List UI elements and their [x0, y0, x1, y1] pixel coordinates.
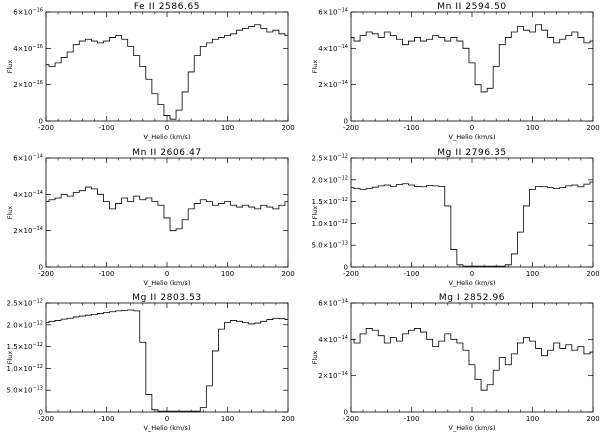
y-axis-label: Flux [6, 206, 14, 220]
y-axis-label: Flux [311, 60, 319, 74]
chart-title: Mg II 2796.35 [437, 148, 507, 158]
x-tick-label: -200 [343, 124, 359, 132]
x-tick-label: 0 [165, 415, 169, 423]
x-tick-label: -100 [99, 415, 115, 423]
y-tick-label: 0 [344, 264, 348, 272]
plot-frame [45, 11, 289, 122]
y-tick-label: 2.5×10−12 [312, 154, 348, 163]
x-tick-label: -100 [99, 124, 115, 132]
y-tick-label: 2.0×10−12 [7, 320, 43, 329]
spectrum-series-line [46, 24, 288, 120]
x-axis-label: V_Helio (km/s) [449, 279, 496, 287]
y-tick-label: 0 [39, 118, 43, 126]
y-tick-label: 6×10−14 [13, 154, 43, 163]
chart-title: Mg I 2852.96 [439, 293, 505, 303]
y-tick-label: 6×10−14 [318, 299, 348, 308]
spectrum-series-line [351, 24, 593, 93]
y-tick-label: 1.5×10−12 [7, 342, 43, 351]
x-tick-label: 100 [221, 415, 234, 423]
x-tick-label: -200 [343, 270, 359, 278]
x-tick-label: 100 [526, 415, 539, 423]
spectrum-series-line [351, 328, 593, 391]
y-tick-label: 0 [39, 264, 43, 272]
chart-title: Fe II 2586.65 [134, 2, 200, 12]
x-tick-label: 200 [281, 270, 294, 278]
chart-title: Mn II 2594.50 [437, 2, 507, 12]
y-tick-label: 5.0×10−13 [7, 386, 43, 395]
x-tick-label: -100 [404, 124, 420, 132]
plot-frame [45, 157, 289, 268]
x-tick-label: 200 [586, 415, 599, 423]
x-tick-label: -200 [343, 415, 359, 423]
chart-panel-3: Mn II 2606.47 -200 -100 0 100 200 0 2×10−14 4×10… [6, 148, 295, 287]
y-tick-label: 2×10−14 [13, 226, 43, 235]
x-tick-label: 200 [586, 124, 599, 132]
x-tick-label: 0 [165, 124, 169, 132]
x-tick-label: -200 [38, 124, 54, 132]
y-tick-label: 2×10−14 [318, 80, 348, 89]
y-tick-label: 1.0×10−12 [7, 364, 43, 373]
y-tick-label: 6×10−14 [318, 8, 348, 17]
chart-panel-6: Mg I 2852.96 -200 -100 0 100 200 0 2×10−14 4×10−… [311, 293, 600, 432]
x-axis-label: V_Helio (km/s) [144, 279, 191, 287]
spectrum-series-line [46, 309, 288, 412]
chart-title: Mn II 2606.47 [132, 148, 202, 158]
x-tick-label: -100 [99, 270, 115, 278]
x-axis-label: V_Helio (km/s) [449, 133, 496, 141]
y-tick-label: 0 [39, 409, 43, 417]
chart-title: Mg II 2803.53 [132, 293, 202, 303]
plot-frame [45, 302, 289, 413]
y-tick-label: 2.0×10−12 [312, 175, 348, 184]
y-axis-label: Flux [6, 60, 14, 74]
plot-frame [350, 157, 594, 268]
x-tick-label: 0 [470, 124, 474, 132]
chart-panel-5: Mg II 2803.53 -200 -100 0 100 200 0 5.0×10−13 1.… [6, 293, 295, 432]
plot-frame [350, 302, 594, 413]
x-tick-label: 0 [470, 415, 474, 423]
y-tick-label: 6×10−16 [13, 8, 43, 17]
x-tick-label: -200 [38, 415, 54, 423]
x-tick-label: 0 [165, 270, 169, 278]
x-axis-label: V_Helio (km/s) [449, 424, 496, 432]
x-tick-label: 100 [221, 270, 234, 278]
x-axis-label: V_Helio (km/s) [144, 424, 191, 432]
x-tick-label: 200 [281, 415, 294, 423]
y-tick-label: 1.5×10−12 [312, 197, 348, 206]
spectrum-series-line [351, 181, 593, 267]
y-tick-label: 0 [344, 118, 348, 126]
chart-panel-4: Mg II 2796.35 -200 -100 0 100 200 0 5.0×10−13 1.… [311, 148, 600, 287]
y-tick-label: 4×10−14 [318, 44, 348, 53]
y-tick-label: 0 [344, 409, 348, 417]
spectrum-series-line [46, 186, 288, 232]
x-tick-label: 200 [281, 124, 294, 132]
y-tick-label: 2×10−16 [13, 80, 43, 89]
x-tick-label: 0 [470, 270, 474, 278]
y-tick-label: 5.0×10−13 [312, 241, 348, 250]
y-axis-label: Flux [311, 351, 319, 365]
y-tick-label: 4×10−14 [13, 190, 43, 199]
y-tick-label: 2×10−14 [318, 371, 348, 380]
x-axis-label: V_Helio (km/s) [144, 133, 191, 141]
x-tick-label: -200 [38, 270, 54, 278]
y-tick-label: 2.5×10−12 [7, 299, 43, 308]
plot-frame [350, 11, 594, 122]
y-axis-label: Flux [311, 206, 319, 220]
y-tick-label: 4×10−16 [13, 44, 43, 53]
x-tick-label: -100 [404, 415, 420, 423]
y-tick-label: 1.0×10−12 [312, 219, 348, 228]
x-tick-label: 100 [526, 124, 539, 132]
chart-panel-1: Fe II 2586.65 -200 -100 0 100 200 0 2×10−16 4×10… [6, 2, 295, 141]
x-tick-label: 200 [586, 270, 599, 278]
y-axis-label: Flux [6, 351, 14, 365]
x-tick-label: -100 [404, 270, 420, 278]
x-tick-label: 100 [221, 124, 234, 132]
chart-panel-2: Mn II 2594.50 -200 -100 0 100 200 0 2×10−14 4×10… [311, 2, 600, 141]
x-tick-label: 100 [526, 270, 539, 278]
y-tick-label: 4×10−14 [318, 335, 348, 344]
